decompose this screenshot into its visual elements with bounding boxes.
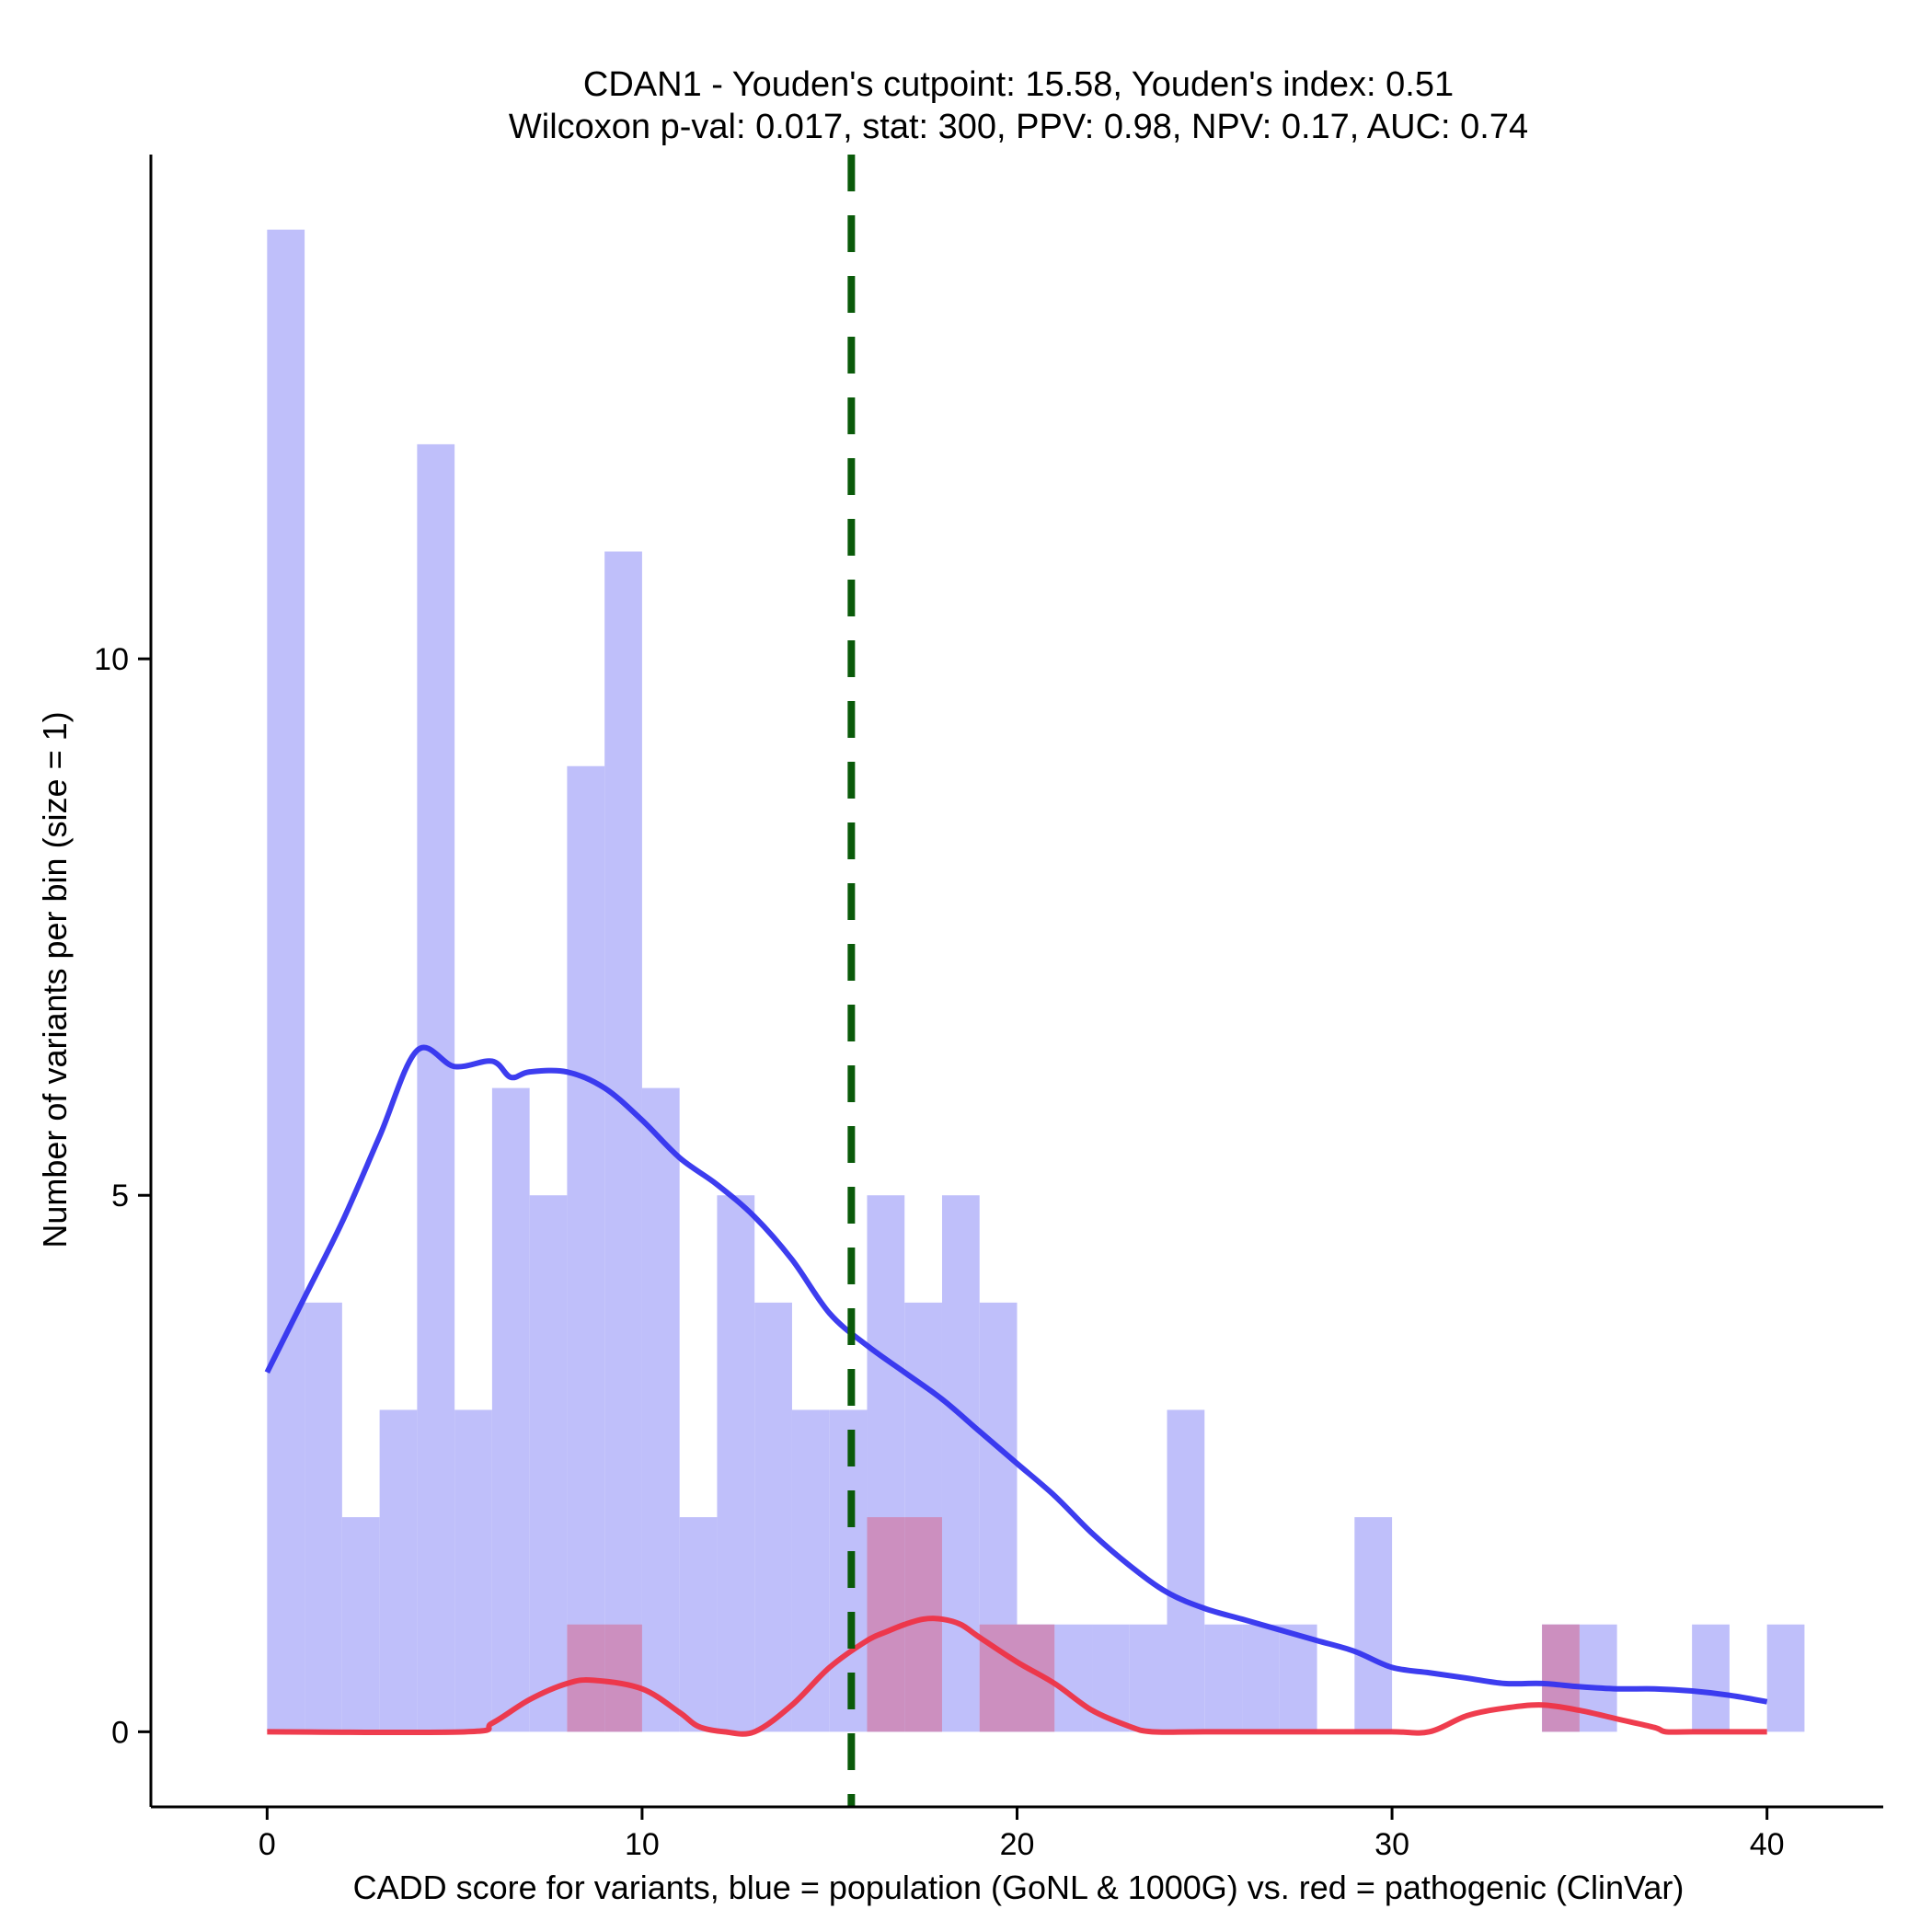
- population-bar-bin-0: [267, 229, 305, 1732]
- population-bar-bin-10: [641, 1087, 680, 1732]
- x-tick-label-40: 40: [1750, 1827, 1785, 1862]
- y-tick-label-5: 5: [111, 1179, 129, 1213]
- population-bar-bin-2: [341, 1517, 380, 1732]
- population-bar-bin-38: [1692, 1624, 1730, 1732]
- y-tick-label-0: 0: [111, 1715, 129, 1750]
- population-bar-bin-26: [1242, 1624, 1280, 1732]
- population-bar-bin-13: [754, 1302, 792, 1732]
- x-tick-label-0: 0: [259, 1827, 276, 1862]
- chart-title-line1: CDAN1 - Youden's cutpoint: 15.58, Youden…: [583, 65, 1454, 104]
- population-bar-bin-4: [417, 443, 455, 1732]
- population-bar-bin-25: [1204, 1624, 1243, 1732]
- x-axis-label: CADD score for variants, blue = populati…: [353, 1869, 1685, 1906]
- population-bar-bin-27: [1279, 1624, 1317, 1732]
- x-tick-label-30: 30: [1374, 1827, 1409, 1862]
- population-bar-bin-24: [1167, 1409, 1205, 1732]
- population-bar-bin-1: [305, 1302, 342, 1732]
- population-bar-bin-5: [454, 1409, 492, 1732]
- population-bars: [267, 229, 1805, 1732]
- population-bar-bin-18: [941, 1195, 980, 1732]
- pathogenic-bars: [567, 1517, 1580, 1732]
- population-bar-bin-6: [491, 1087, 530, 1732]
- population-bar-bin-12: [717, 1195, 755, 1732]
- chart-title-line2: Wilcoxon p-val: 0.017, stat: 300, PPV: 0…: [509, 108, 1528, 146]
- y-tick-label-10: 10: [94, 642, 129, 677]
- population-bar-bin-21: [1054, 1624, 1093, 1732]
- x-tick-label-20: 20: [1000, 1827, 1035, 1862]
- population-bar-bin-3: [379, 1409, 418, 1732]
- x-tick-label-10: 10: [625, 1827, 660, 1862]
- ticks: 0 10 20 30 40 0 5 10: [94, 642, 1784, 1862]
- pathogenic-bar-bin-34: [1542, 1624, 1580, 1732]
- pathogenic-bar-bin-9: [604, 1624, 642, 1732]
- population-bar-bin-8: [567, 765, 605, 1732]
- population-bar-bin-9: [604, 551, 642, 1732]
- population-bar-bin-14: [791, 1409, 830, 1732]
- pathogenic-density-line: [267, 1616, 1767, 1737]
- density-curves: [264, 155, 1768, 1807]
- population-bar-bin-29: [1354, 1517, 1393, 1732]
- population-bar-bin-40: [1766, 1624, 1805, 1732]
- y-axis-label: Number of variants per bin (size = 1): [36, 711, 74, 1248]
- population-bar-bin-7: [529, 1195, 568, 1732]
- population-bar-bin-11: [679, 1517, 718, 1732]
- population-bar-bin-23: [1129, 1624, 1167, 1732]
- population-density-line: [264, 1044, 1768, 1705]
